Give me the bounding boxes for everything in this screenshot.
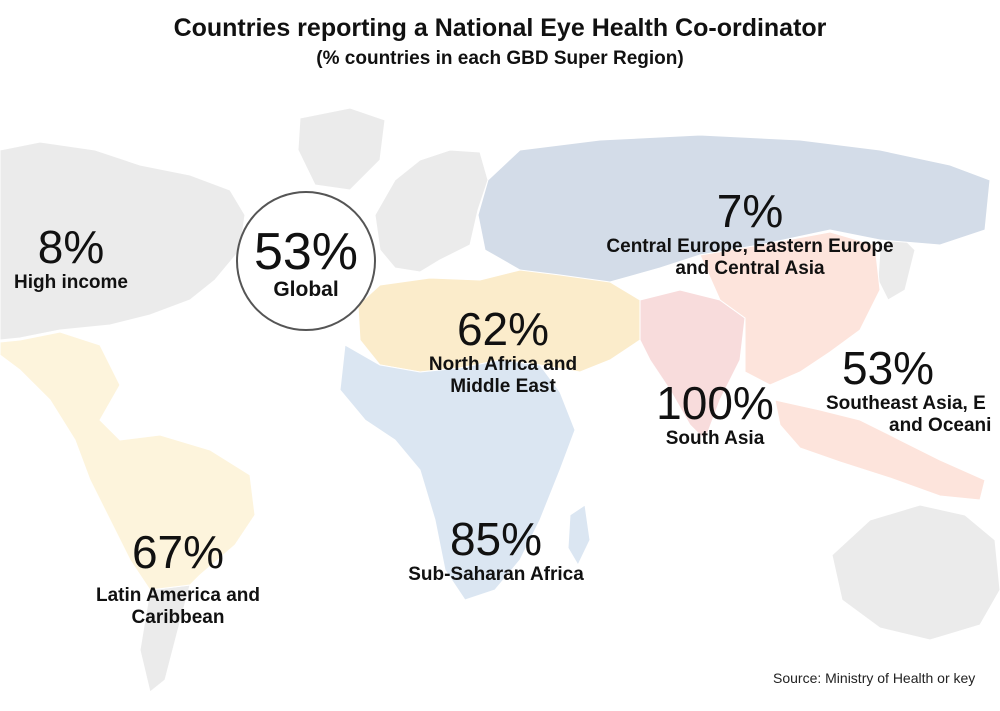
region-value: 62% [456,303,550,355]
region-name: Central Europe, Eastern Europe [606,236,894,257]
region-high-income: 8% High income [6,222,136,294]
map-subtitle: (% countries in each GBD Super Region) [316,48,684,69]
region-name: and Central Asia [675,258,825,279]
map-madagascar [567,504,591,567]
map-high-income-australia [831,504,1000,641]
map-high-income-greenland [297,107,386,191]
region-name: and Oceani [889,415,992,436]
region-southeast-asia: 53% Southeast Asia, E and Oceani [826,343,1000,437]
region-name: Southeast Asia, E [826,393,986,414]
region-north-africa: 62% North Africa and Middle East [403,304,603,398]
region-value: 100% [656,377,774,429]
global-label: Global [273,278,339,301]
map-east-southeast-asia [699,231,881,386]
region-name: Sub-Saharan Africa [408,564,584,585]
map-title: Countries reporting a National Eye Healt… [173,14,827,42]
region-name: Latin America and [95,585,260,606]
region-name: South Asia [665,428,765,449]
region-name: High income [13,272,128,293]
global-circle [236,191,376,331]
region-south-asia: 100% South Asia [640,378,790,450]
global-value: 53% [253,223,359,281]
region-value: 7% [716,185,784,237]
region-sub-saharan-africa: 85% Sub-Saharan Africa [391,514,601,586]
map-high-income-europe [374,149,489,273]
region-name: North Africa and [428,354,578,375]
map-south-asia [639,289,746,441]
region-value: 8% [37,221,105,273]
region-value: 67% [131,526,225,578]
region-central-europe: 7% Central Europe, Eastern Europe and Ce… [590,186,910,280]
region-name: Middle East [450,376,556,397]
region-latin-america: 67% Latin America and Caribbean [78,527,278,629]
map-latin-america [0,331,256,591]
region-value: 53% [842,342,935,394]
map-southeast-asia-islands [774,399,986,501]
region-name: Caribbean [131,607,225,628]
map-sub-saharan-africa [339,344,576,601]
map-high-income-north-america [0,141,246,341]
region-value: 85% [449,513,543,565]
source-note: Source: Ministry of Health or key [773,670,976,686]
